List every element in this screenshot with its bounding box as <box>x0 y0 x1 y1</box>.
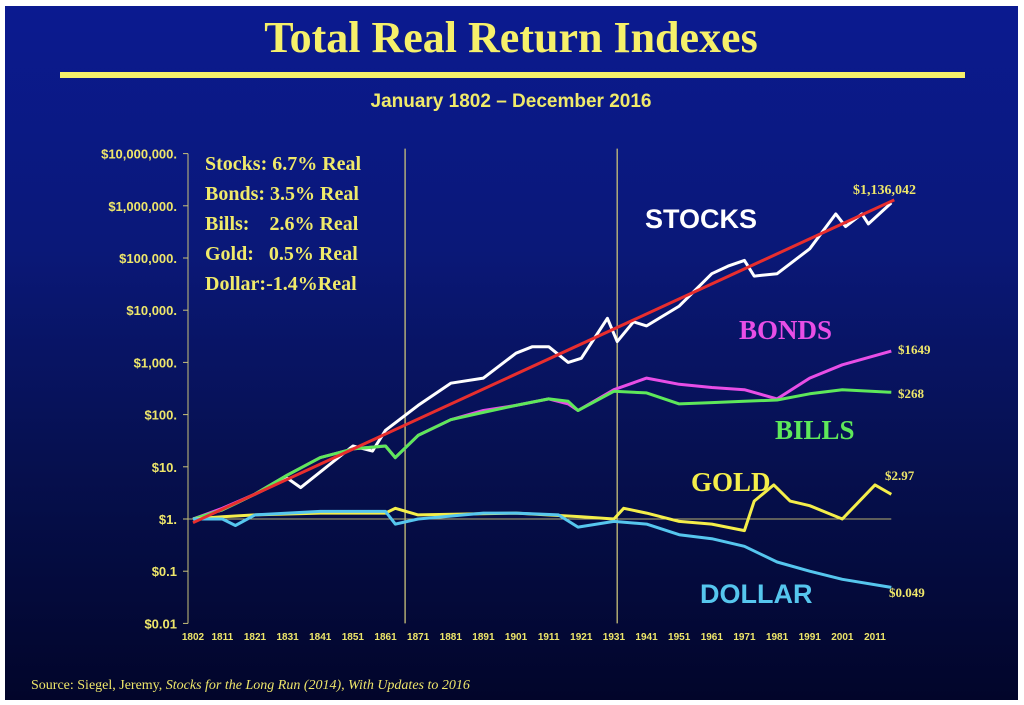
x-tick-label: 1981 <box>766 632 789 643</box>
return-stat: Dollar:-1.4%Real <box>205 273 357 295</box>
return-stat: Gold: 0.5% Real <box>205 243 358 265</box>
y-tick-label: $1,000,000. <box>108 199 177 214</box>
series-label-bonds: BONDS <box>739 315 832 345</box>
x-tick-label: 1871 <box>407 632 430 643</box>
series-line-bills <box>192 388 892 521</box>
y-tick-label: $1,000. <box>134 355 177 370</box>
series-label-gold: GOLD <box>691 467 771 497</box>
chart-subtitle: January 1802 – December 2016 <box>371 91 652 112</box>
return-stat: Bonds: 3.5% Real <box>205 183 359 205</box>
series-label-stocks: STOCKS <box>645 204 757 234</box>
x-tick-label: 1831 <box>277 632 300 643</box>
chart-title: Total Real Return Indexes <box>264 13 757 62</box>
x-tick-label: 1941 <box>635 632 658 643</box>
x-tick-label: 1921 <box>570 632 593 643</box>
x-tick-label: 1802 <box>182 632 205 643</box>
slide: Total Real Return Indexes January 1802 –… <box>5 6 1018 700</box>
x-tick-label: 1841 <box>309 632 332 643</box>
end-value-dollar: $0.049 <box>889 585 925 600</box>
x-tick-label: 1971 <box>733 632 756 643</box>
end-value-gold: $2.97 <box>885 468 915 483</box>
return-stat: Bills: 2.6% Real <box>205 213 359 235</box>
x-tick-label: 1961 <box>701 632 724 643</box>
series-label-dollar: DOLLAR <box>700 579 812 609</box>
series-label-bills: BILLS <box>775 415 855 445</box>
x-tick-label: 2001 <box>831 632 854 643</box>
x-tick-label: 1901 <box>505 632 528 643</box>
source-note: Source: Siegel, Jeremy, Stocks for the L… <box>31 678 470 693</box>
x-tick-label: 2011 <box>864 632 886 643</box>
y-tick-label: $10,000. <box>126 303 177 318</box>
source-prefix: Source: Siegel, Jeremy, <box>31 678 166 693</box>
end-value-bills: $268 <box>898 386 925 401</box>
series-line-dollar <box>193 509 892 589</box>
series-line-stocks <box>192 201 893 521</box>
y-tick-label: $0.01 <box>144 616 177 631</box>
x-tick-label: 1851 <box>342 632 365 643</box>
x-tick-label: 1991 <box>799 632 822 643</box>
y-tick-label: $100. <box>144 408 177 423</box>
x-tick-label: 1891 <box>472 632 495 643</box>
x-tick-label: 1951 <box>668 632 691 643</box>
title-underline <box>60 72 965 78</box>
x-tick-label: 1861 <box>374 632 397 643</box>
y-tick-label: $0.1 <box>152 564 177 579</box>
end-value-bonds: $1649 <box>898 342 931 357</box>
return-stat: Stocks: 6.7% Real <box>205 153 362 175</box>
source-title: Stocks for the Long Run (2014), With Upd… <box>166 678 470 693</box>
y-tick-label: $10,000,000. <box>101 147 177 162</box>
x-tick-label: 1881 <box>440 632 463 643</box>
total-real-return-chart: Total Real Return Indexes January 1802 –… <box>31 13 965 693</box>
x-tick-label: 1821 <box>244 632 267 643</box>
y-tick-label: $100,000. <box>119 251 177 266</box>
stocks-trend-line <box>192 198 895 525</box>
end-value-stocks: $1,136,042 <box>853 183 916 198</box>
series-line-gold <box>192 483 893 533</box>
x-tick-label: 1911 <box>538 632 560 643</box>
x-tick-label: 1811 <box>212 632 234 643</box>
y-tick-label: $10. <box>152 460 177 475</box>
x-tick-label: 1931 <box>603 632 626 643</box>
y-tick-label: $1. <box>159 512 177 527</box>
